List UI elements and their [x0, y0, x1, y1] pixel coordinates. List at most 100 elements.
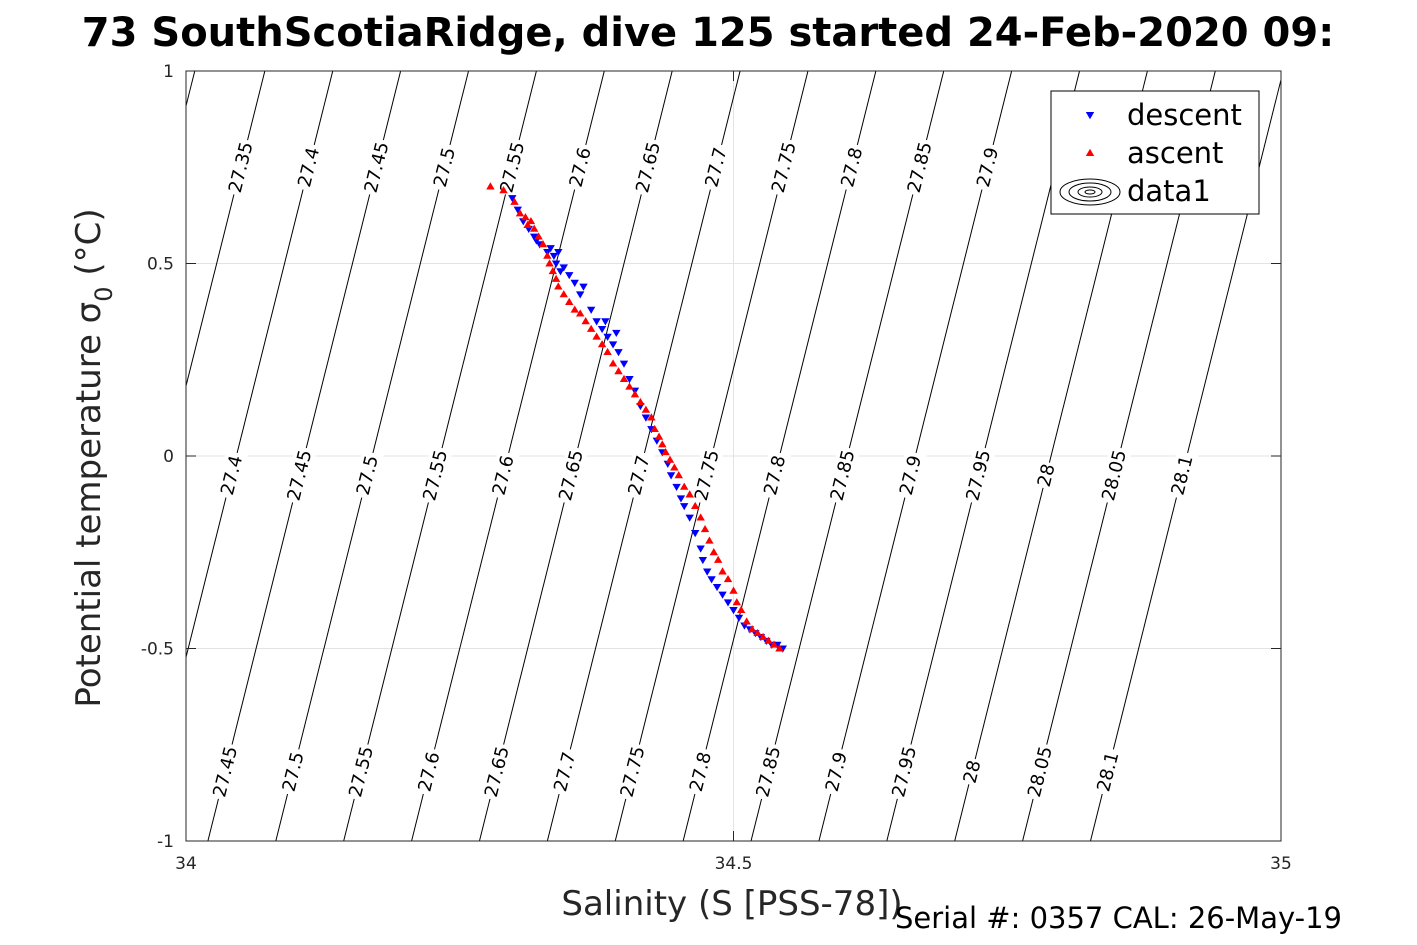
ascent-point	[658, 440, 667, 448]
descent-point	[718, 591, 727, 599]
legend-marker-ascent	[1085, 148, 1095, 156]
contour-label-bg	[1091, 746, 1125, 797]
data-points	[486, 182, 787, 653]
descent-point	[712, 583, 722, 592]
y-tick-label: 0.5	[147, 255, 174, 275]
descent-point	[597, 326, 607, 334]
contour-label-bg	[902, 137, 938, 198]
contour-label-bg	[630, 137, 666, 198]
contour-label-bg	[343, 741, 379, 802]
ascent-point	[548, 267, 558, 275]
ascent-point	[554, 282, 563, 290]
y-tick-label: 0	[163, 447, 174, 467]
ascent-point	[732, 598, 741, 606]
ascent-point	[526, 216, 536, 225]
ascent-point	[718, 567, 727, 575]
axis-ticks: 34 34.5 35 -1 -0.5 0 0.5 1	[141, 62, 1292, 874]
legend-contour-icon	[1077, 186, 1103, 198]
ascent-point	[486, 182, 495, 190]
descent-point	[603, 333, 612, 341]
ascent-point	[510, 197, 519, 205]
contour-label-bg	[1165, 450, 1199, 501]
contour-label-bg	[684, 746, 717, 797]
ascent-point	[570, 305, 579, 313]
x-tick-label: 35	[1270, 854, 1292, 874]
descent-point	[579, 283, 588, 291]
y-tick-label: -1	[157, 832, 174, 852]
ascent-point	[753, 628, 762, 637]
contour-label-bg	[622, 450, 656, 501]
contour-label-bg	[615, 741, 651, 802]
descent-point	[551, 260, 561, 268]
serial-cal-footer: Serial #: 0357 CAL: 26-May-19	[895, 901, 1342, 935]
ascent-point	[597, 340, 607, 348]
y-tick-label: -0.5	[141, 640, 174, 660]
descent-point	[619, 360, 629, 368]
contour-label-bg	[1032, 459, 1061, 491]
contour-label-bg	[689, 445, 725, 506]
ascent-point	[515, 209, 525, 217]
contour-label-bg	[958, 756, 986, 787]
contour-label-bg	[276, 746, 310, 797]
contour-label-bg	[835, 142, 869, 193]
ascent-point	[764, 636, 773, 644]
descent-point	[641, 414, 651, 422]
contour-label-bg	[215, 450, 248, 501]
contour-label-bg	[886, 741, 922, 802]
legend: descent ascent data1	[1050, 90, 1260, 215]
ascent-point	[705, 536, 714, 544]
contour-label-group: 28.1	[1091, 746, 1125, 797]
ascent-point	[736, 605, 746, 613]
ascent-point	[545, 259, 554, 267]
ascent-point	[614, 367, 623, 375]
descent-point	[612, 329, 621, 337]
x-tick-label: 34	[175, 854, 197, 874]
ascent-point	[521, 213, 530, 221]
ascent-point	[538, 240, 548, 248]
ascent-point	[499, 186, 508, 194]
ascent-point	[543, 251, 552, 259]
ascent-point	[650, 424, 659, 432]
ascent-point	[758, 632, 768, 640]
descent-point	[508, 195, 517, 203]
ascent-point	[603, 347, 612, 355]
contour-label-bg	[207, 741, 243, 802]
contour-label-bg	[428, 142, 461, 193]
descent-point	[513, 206, 522, 214]
descent-point	[556, 268, 565, 276]
ascent-point	[636, 397, 645, 406]
ascent-point	[674, 471, 683, 479]
contour-label-bg	[766, 137, 802, 198]
contour-label-bg	[359, 137, 394, 198]
ascent-point	[680, 482, 689, 490]
ascent-point	[661, 447, 670, 456]
descent-point	[625, 376, 634, 384]
descent-point	[614, 349, 623, 357]
ascent-point	[670, 463, 679, 471]
descent-point	[601, 318, 610, 326]
ascent-point	[696, 513, 705, 521]
ascent-point	[709, 548, 718, 556]
contour-label-bg	[1022, 741, 1058, 802]
descent-point	[570, 279, 579, 287]
descent-point	[707, 576, 716, 584]
legend-contour-icon	[1059, 178, 1121, 206]
y-tick-label: 1	[163, 62, 174, 82]
ascent-point	[551, 274, 561, 282]
descent-point	[729, 607, 738, 615]
ascent-point	[586, 324, 596, 332]
legend-marker-descent	[1085, 112, 1095, 120]
ascent-point	[630, 390, 640, 398]
descent-point	[549, 252, 559, 260]
descent-point	[546, 245, 555, 253]
density-contour-line	[186, 71, 266, 389]
contour-label-bg	[281, 445, 317, 506]
ascent-point	[565, 297, 574, 305]
descent-point	[666, 472, 676, 480]
contour-label-bg	[819, 746, 853, 797]
contour-label-bg	[412, 746, 446, 797]
descent-point	[698, 557, 708, 565]
ascent-point	[576, 309, 585, 317]
x-axis-label: Salinity (S [PSS-78])	[561, 884, 902, 924]
